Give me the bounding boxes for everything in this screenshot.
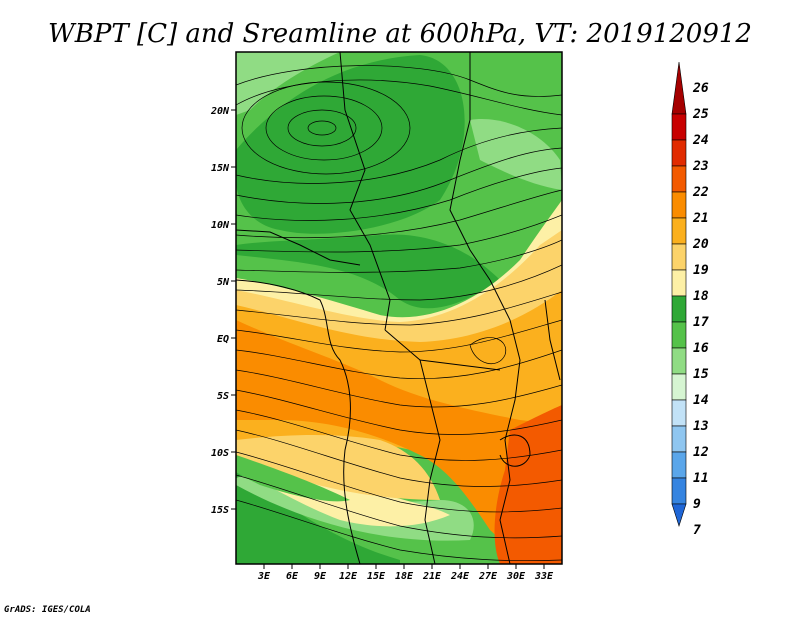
lon-tick-label: 18E (395, 571, 414, 582)
field-light-green-ne (470, 119, 562, 190)
lon-tick-label: 21E (422, 571, 442, 582)
lon-tick-label: 15E (367, 571, 386, 582)
colorbar-swatch (671, 139, 687, 167)
colorbar-swatch (671, 425, 687, 453)
colorbar-label: 26 (692, 81, 709, 96)
lat-tick-label: 20N (210, 106, 230, 117)
colorbar-swatch (671, 295, 687, 323)
colorbar-label: 16 (693, 341, 709, 356)
colorbar-swatch (671, 165, 687, 193)
colorbar-swatch (671, 217, 687, 245)
colorbar-swatch (671, 321, 687, 349)
lat-tick-label: 15N (211, 163, 230, 174)
colorbar-label: 15 (693, 367, 709, 382)
colorbar-label: 25 (692, 107, 709, 122)
lat-axis: 20N 15N 10N 5N EQ 5S 10S 15S (210, 106, 236, 516)
colorbar-swatch (671, 399, 687, 427)
colorbar-swatch (671, 243, 687, 271)
colorbar-swatches (671, 61, 687, 527)
colorbar-label: 11 (693, 471, 709, 486)
colorbar-label: 24 (692, 133, 709, 148)
field-dark-green-north (236, 55, 465, 234)
colorbar-swatch (671, 373, 687, 401)
colorbar-swatch (671, 113, 687, 141)
field-light-orange (236, 230, 562, 345)
streamlines (236, 65, 562, 562)
lat-tick-label: 10S (211, 448, 229, 459)
lon-tick-label: 27E (478, 571, 498, 582)
map-title: WBPT [C] and Sreamline at 600hPa, VT: 20… (48, 19, 752, 49)
lon-axis: 3E 6E 9E 12E 15E 18E 21E 24E 27E 30E 33E (257, 564, 554, 582)
colorbar-label: 19 (693, 263, 709, 278)
lat-tick-label: 5N (217, 277, 230, 288)
colorbar-swatch (671, 503, 687, 527)
colorbar-swatch (671, 61, 687, 115)
lon-tick-label: 33E (534, 571, 554, 582)
colorbar-label: 23 (692, 159, 709, 174)
field-deep-orange (236, 320, 562, 560)
colorbar-swatch (671, 477, 687, 505)
country-borders (236, 52, 561, 564)
colorbar-label: 12 (693, 445, 709, 460)
lat-tick-label: 15S (211, 505, 229, 516)
lon-tick-label: 9E (314, 571, 327, 582)
colorbar-swatch (671, 269, 687, 297)
colorbar-label: 9 (693, 497, 701, 512)
lat-tick-label: EQ (217, 334, 229, 345)
colorbar-label: 18 (693, 289, 709, 304)
field-light-orange-south (236, 435, 440, 500)
lon-tick-label: 6E (286, 571, 299, 582)
lon-tick-label: 12E (339, 571, 358, 582)
colorbar-label: 13 (693, 419, 709, 434)
map-frame (235, 51, 563, 565)
colorbar-label: 17 (693, 315, 709, 330)
colorbar-label: 14 (693, 393, 709, 408)
field-dark-green-band (236, 234, 500, 309)
lon-tick-label: 24E (450, 571, 470, 582)
field-green-south-tongue (236, 455, 350, 502)
colorbar-swatch (671, 451, 687, 479)
grads-footer: GrADS: IGES/COLA (4, 605, 91, 615)
colorbar-swatch (671, 191, 687, 219)
map-panel (235, 51, 563, 565)
field-dark-green-south (236, 470, 400, 564)
lat-tick-label: 5S (217, 391, 229, 402)
colorbar-label: 7 (693, 523, 701, 538)
colorbar-label: 20 (692, 237, 709, 252)
colorbar-swatch (671, 347, 687, 375)
lon-tick-label: 30E (506, 571, 526, 582)
colorbar-label: 22 (692, 185, 709, 200)
field-light-green-nw (236, 52, 340, 115)
lat-tick-label: 10N (211, 220, 230, 231)
colorbar: 26 25 24 23 22 21 20 19 18 17 16 15 14 1… (671, 61, 709, 538)
lon-tick-label: 3E (257, 571, 271, 582)
colorbar-label: 21 (692, 211, 709, 226)
